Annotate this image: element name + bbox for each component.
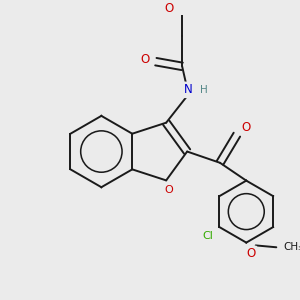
Text: H: H <box>200 85 208 95</box>
Text: O: O <box>242 121 251 134</box>
Text: CH₃: CH₃ <box>284 242 300 252</box>
Text: O: O <box>164 2 174 15</box>
Text: O: O <box>246 247 256 260</box>
Text: Cl: Cl <box>203 232 214 242</box>
Text: N: N <box>184 83 193 96</box>
Text: O: O <box>165 185 173 195</box>
Text: O: O <box>140 53 149 66</box>
